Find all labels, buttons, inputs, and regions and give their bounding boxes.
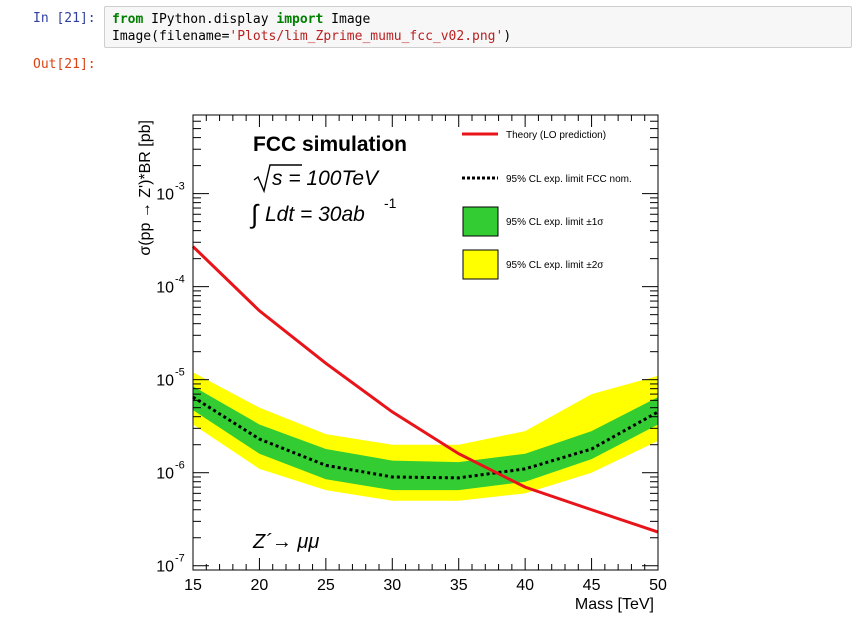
legend: Theory (LO prediction) 95% CL exp. limit…	[462, 130, 632, 280]
y-tick-label: 10	[156, 373, 174, 390]
output-prompt: Out[21]:	[33, 57, 96, 72]
input-prompt: In [21]:	[33, 11, 96, 26]
y-tick-label: 10	[156, 280, 174, 297]
x-tick-label: 25	[317, 577, 335, 594]
plot-frame	[192, 114, 659, 571]
code-string: 'Plots/lim_Zprime_mumu_fcc_v02.png'	[229, 29, 504, 44]
y-tick-exponent: -6	[175, 460, 185, 472]
legend-2sigma-label: 95% CL exp. limit ±2σ	[506, 260, 604, 271]
x-tick-label: 50	[649, 577, 667, 594]
y-tick-exponent: -7	[175, 553, 185, 565]
keyword-import: import	[276, 12, 324, 27]
energy-text: s = 100TeV	[272, 167, 380, 190]
integral-icon: ∫	[249, 199, 260, 229]
module-name: IPython.display	[143, 12, 277, 27]
y-axis-label: σ(pp → Z')*BR [pb]	[137, 120, 154, 256]
process-label: Z´→ μμ	[252, 531, 319, 553]
code-line: from IPython.display import Image	[112, 12, 370, 27]
y-tick-exponent: -3	[175, 181, 185, 193]
code-call-close: )	[503, 29, 512, 44]
legend-limit-label: 95% CL exp. limit FCC nom.	[506, 174, 632, 185]
code-call: Image(filename=	[112, 29, 230, 44]
sqrt-icon	[253, 164, 302, 194]
x-axis-label: Mass [TeV]	[575, 596, 654, 613]
lumi-text: Ldt = 30ab	[265, 203, 365, 226]
x-tick-label: 35	[450, 577, 468, 594]
energy-label: s = 100TeV	[253, 164, 380, 194]
y-tick-label: 10	[156, 466, 174, 483]
legend-theory-label: Theory (LO prediction)	[506, 130, 606, 141]
y-tick-exponent: -5	[175, 367, 185, 379]
plot-title: FCC simulation	[253, 133, 407, 156]
expected-limit-line	[192, 395, 659, 480]
code-line: Image(filename='Plots/lim_Zprime_mumu_fc…	[112, 29, 511, 44]
theory-line	[191, 245, 659, 534]
lumi-label: ∫ Ldt = 30ab -1	[249, 195, 397, 229]
x-tick-label: 15	[184, 577, 202, 594]
y-tick-label: 10	[156, 187, 174, 204]
legend-2sigma-swatch	[462, 249, 499, 280]
x-tick-label: 20	[251, 577, 269, 594]
keyword-from: from	[112, 12, 144, 27]
import-name: Image	[323, 12, 371, 27]
x-tick-label: 40	[516, 577, 534, 594]
legend-1sigma-swatch	[462, 206, 499, 237]
legend-1sigma-label: 95% CL exp. limit ±1σ	[506, 217, 604, 228]
lumi-exponent: -1	[384, 195, 397, 211]
x-tick-label: 30	[383, 577, 401, 594]
y-tick-exponent: -4	[175, 274, 185, 286]
x-tick-label: 45	[583, 577, 601, 594]
y-tick-label: 10	[156, 559, 174, 576]
code-cell[interactable]: from IPython.display import Image Image(…	[104, 6, 852, 48]
